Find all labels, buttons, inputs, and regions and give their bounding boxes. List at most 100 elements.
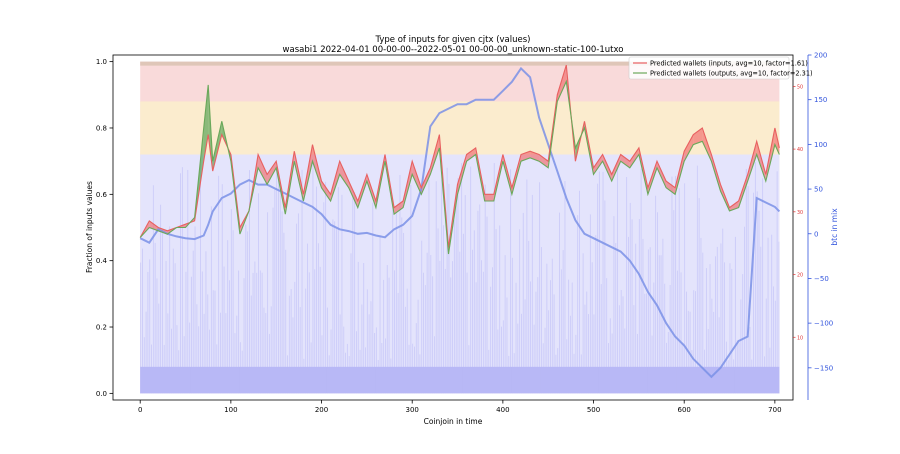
fresh-stripe: [646, 293, 648, 394]
fresh-stripe: [682, 343, 684, 394]
fresh-stripe: [410, 184, 412, 394]
fresh-stripe: [319, 266, 321, 394]
between-fill: [629, 147, 639, 168]
fresh-stripe: [388, 277, 390, 394]
between-fill: [666, 181, 676, 195]
between-fill: [258, 154, 268, 185]
fresh-stripe: [265, 313, 267, 394]
fresh-stripe: [598, 171, 600, 394]
fresh-stripe: [744, 226, 745, 394]
fresh-stripe: [316, 186, 317, 394]
fresh-stripe: [414, 346, 415, 394]
fresh-stripe: [649, 247, 651, 394]
fresh-stripe: [406, 288, 408, 394]
fresh-stripe: [332, 219, 334, 394]
fresh-stripe: [591, 262, 593, 394]
fresh-stripe: [421, 240, 423, 394]
band-tan: [140, 61, 780, 66]
fresh-stripe: [521, 313, 522, 394]
fresh-stripe: [272, 207, 274, 394]
fresh-stripe: [156, 278, 158, 394]
fresh-stripe: [477, 210, 479, 394]
x-tick-label: 500: [587, 406, 600, 414]
fresh-stripe: [727, 360, 729, 394]
fresh-stripe: [267, 212, 269, 394]
fresh-stripe: [433, 336, 435, 394]
fresh-stripe: [696, 165, 698, 394]
between-fill: [484, 194, 494, 201]
fresh-stripe: [584, 304, 586, 394]
fresh-stripe: [573, 353, 575, 394]
fresh-stripe: [247, 231, 249, 394]
fresh-stripe: [528, 240, 530, 394]
fresh-stripe: [667, 332, 669, 394]
fresh-stripe: [595, 235, 597, 394]
y-tick-label: 1.0: [96, 58, 107, 66]
fresh-stripe: [497, 329, 499, 394]
fresh-stripe: [424, 285, 426, 394]
fresh-stripe: [620, 289, 622, 394]
fresh-stripe: [152, 185, 154, 394]
fresh-stripe: [566, 339, 568, 394]
between-fill: [321, 181, 331, 201]
fresh-stripe: [608, 343, 609, 394]
fresh-stripe: [517, 323, 519, 394]
fresh-stripe: [606, 278, 608, 394]
band-fresh-stripes: [140, 162, 780, 394]
fresh-stripe: [629, 202, 631, 394]
fresh-stripe: [515, 282, 517, 394]
y2-tick-label: 0: [814, 230, 818, 238]
fresh-stripe: [633, 305, 635, 394]
fresh-stripe: [602, 171, 604, 394]
fresh-stripe: [218, 175, 220, 394]
fresh-stripe: [731, 268, 733, 394]
fresh-stripe: [294, 281, 296, 394]
fresh-stripe: [582, 253, 584, 394]
fresh-stripe: [707, 329, 709, 394]
fresh-stripe: [263, 307, 265, 394]
fresh-stripe: [758, 210, 760, 394]
fresh-stripe: [749, 326, 751, 394]
fresh-stripe: [533, 324, 535, 394]
fresh-stripe: [713, 311, 715, 394]
fresh-stripe: [684, 183, 686, 394]
fresh-stripe: [736, 340, 738, 394]
fresh-stripe: [675, 176, 677, 394]
fresh-stripe: [176, 325, 178, 394]
fresh-stripe: [522, 212, 524, 394]
fresh-stripe: [307, 243, 308, 394]
fresh-stripe: [149, 259, 151, 394]
fresh-stripe: [167, 313, 169, 394]
fresh-stripe: [287, 355, 288, 394]
fresh-stripe: [691, 350, 693, 394]
between-fill: [421, 167, 431, 195]
fresh-stripe: [325, 181, 327, 394]
fresh-stripe: [671, 176, 673, 394]
fresh-stripe: [588, 314, 589, 394]
fresh-stripe: [180, 173, 181, 394]
fresh-stripe: [740, 299, 742, 394]
y3-tick-label: 20: [797, 273, 803, 279]
y-tick-label: 0.8: [96, 124, 107, 132]
fresh-stripe: [593, 314, 595, 394]
fresh-stripe: [365, 347, 366, 394]
fresh-stripe: [268, 333, 270, 394]
chart-subtitle: wasabi1 2022-04-01 00-00-00--2022-05-01 …: [283, 45, 624, 55]
fresh-stripe: [230, 209, 232, 394]
fresh-stripe: [452, 261, 453, 394]
fresh-stripe: [415, 323, 417, 394]
fresh-stripe: [448, 183, 450, 394]
fresh-stripe: [404, 306, 406, 394]
fresh-stripe: [664, 283, 666, 394]
y2-tick-label: −150: [814, 364, 833, 372]
fresh-stripe: [390, 358, 392, 394]
fresh-stripe: [537, 277, 539, 394]
series-inputs-line: [139, 64, 780, 248]
fresh-stripe: [461, 163, 463, 394]
fresh-stripe: [160, 204, 162, 394]
fresh-stripe: [377, 360, 379, 394]
fresh-stripe: [571, 282, 573, 394]
fresh-stripe: [468, 345, 470, 394]
fresh-stripe: [747, 186, 749, 394]
